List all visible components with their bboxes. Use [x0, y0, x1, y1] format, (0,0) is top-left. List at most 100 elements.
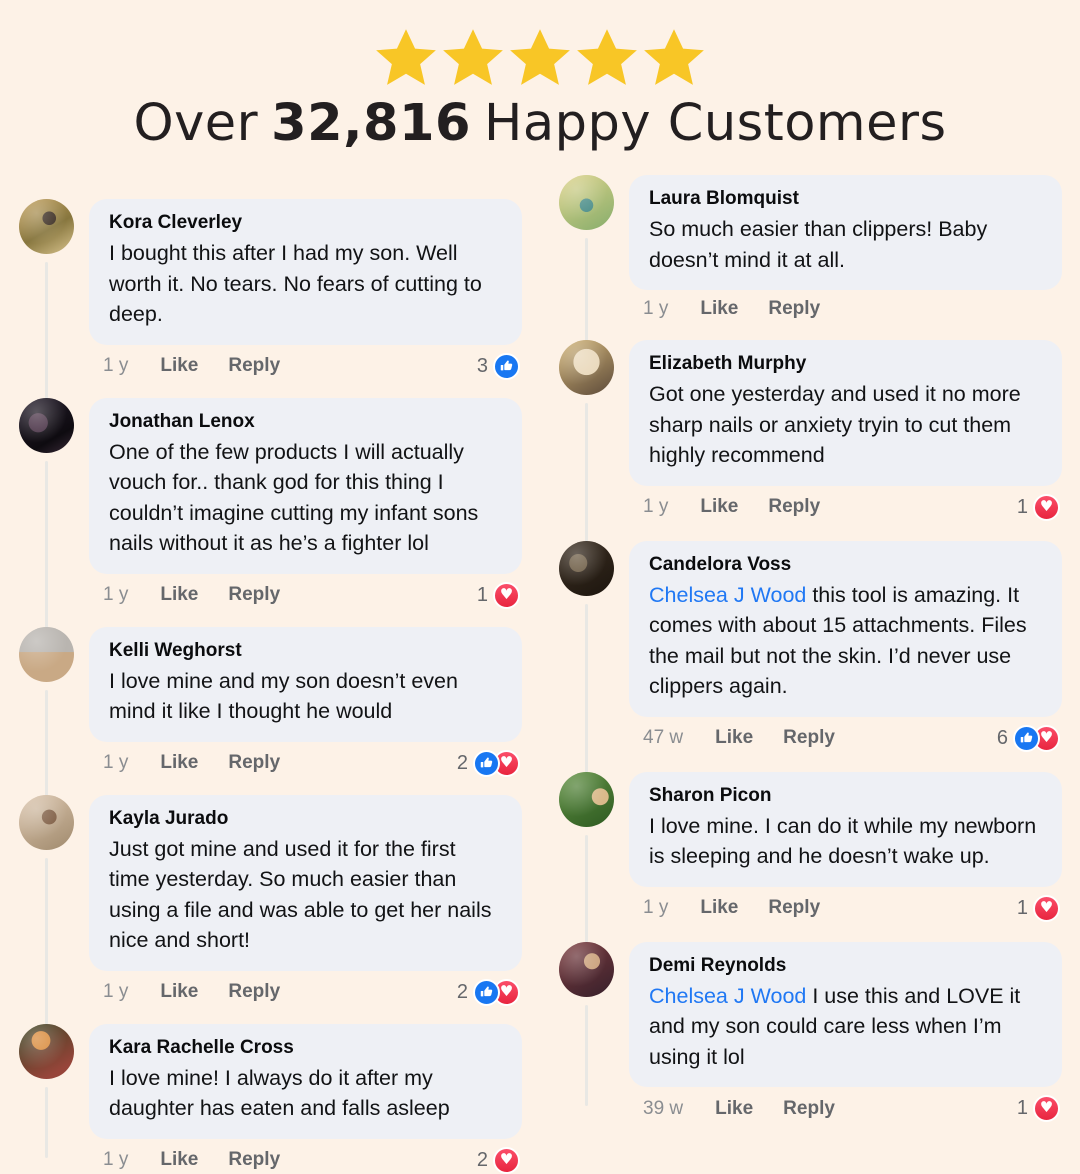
commenter-name[interactable]: Jonathan Lenox [109, 410, 255, 432]
commenter-name[interactable]: Kora Cleverley [109, 212, 243, 233]
thread-line [44, 857, 48, 1032]
reply-button[interactable]: Reply [783, 1097, 835, 1119]
comment-jonathan-lenox: Jonathan Lenox One of the few products I… [18, 397, 522, 635]
commenter-name[interactable]: Elizabeth Murphy [649, 353, 807, 375]
comment-bubble: Jonathan Lenox One of the few products I… [89, 397, 522, 574]
comment-text: Chelsea J Wood this tool is amazing. It … [649, 582, 1027, 699]
like-button[interactable]: Like [715, 1097, 754, 1119]
thread-line [44, 262, 48, 406]
like-reaction-icon[interactable] [1013, 724, 1040, 752]
love-reaction-icon[interactable]: ♥ [1033, 894, 1060, 922]
reaction-count: 1 [1016, 1097, 1028, 1120]
avatar[interactable] [18, 794, 74, 850]
like-button[interactable]: Like [700, 897, 739, 919]
thread-line [584, 238, 588, 347]
avatar[interactable] [558, 540, 614, 596]
love-reaction-icon[interactable]: ♥ [493, 1146, 520, 1174]
reply-button[interactable]: Reply [228, 752, 281, 774]
commenter-name[interactable]: Sharon Picon [649, 784, 772, 806]
reply-button[interactable]: Reply [228, 981, 281, 1003]
reaction-count: 2 [476, 1148, 488, 1171]
like-button[interactable]: Like [160, 752, 199, 774]
commenter-name[interactable]: Kelli Weghorst [109, 639, 242, 661]
thread-line [584, 603, 588, 778]
reply-button[interactable]: Reply [228, 1149, 281, 1171]
comments-column-left: Kora Cleverley I bought this after I had… [18, 175, 522, 1174]
love-reaction-icon[interactable]: ♥ [493, 581, 520, 609]
love-reaction-icon[interactable]: ♥ [1033, 1095, 1060, 1123]
avatar[interactable] [18, 1023, 74, 1079]
comments-column-right: Laura Blomquist So much easier than clip… [558, 175, 1062, 1174]
reply-button[interactable]: Reply [228, 584, 281, 606]
reactions[interactable]: 1 ♥ [1016, 1095, 1060, 1123]
like-button[interactable]: Like [160, 584, 199, 606]
like-button[interactable]: Like [700, 298, 739, 320]
star-icon [641, 26, 707, 90]
thread-line [584, 403, 588, 547]
timestamp: 1 y [103, 981, 129, 1003]
star-icon [574, 26, 640, 90]
comment-meta: 1 y Like Reply 1 ♥ [103, 581, 520, 609]
love-reaction-icon[interactable]: ♥ [1033, 493, 1060, 521]
comments-grid: Kora Cleverley I bought this after I had… [0, 153, 1080, 1174]
reply-button[interactable]: Reply [783, 727, 835, 749]
like-button[interactable]: Like [160, 981, 199, 1003]
reactions[interactable]: 2 ♥ [476, 1146, 520, 1174]
comment-kara-rachelle-cross: Kara Rachelle Cross I love mine! I alway… [18, 1023, 522, 1174]
comment-meta: 1 y Like Reply [643, 298, 1060, 320]
like-reaction-icon[interactable] [493, 352, 520, 380]
reactions[interactable]: 6 ♥ [997, 724, 1060, 752]
commenter-name[interactable]: Candelora Voss [649, 553, 792, 575]
commenter-name[interactable]: Kara Rachelle Cross [109, 1036, 294, 1058]
timestamp: 1 y [103, 355, 129, 377]
comment-meta: 1 y Like Reply 1 ♥ [643, 493, 1060, 521]
mention-link[interactable]: Chelsea J Wood [649, 582, 807, 607]
like-reaction-icon[interactable] [473, 749, 500, 777]
comment-bubble: Sharon Picon I love mine. I can do it wh… [629, 771, 1062, 887]
comment-kayla-jurado: Kayla Jurado Just got mine and used it f… [18, 794, 522, 1032]
mention-link[interactable]: Chelsea J Wood [649, 983, 807, 1008]
reaction-count: 2 [456, 980, 468, 1003]
comment-meta: 1 y Like Reply 3 [103, 352, 520, 380]
reactions[interactable]: 2 ♥ [456, 978, 520, 1006]
thread-line [584, 834, 588, 948]
comment-meta: 1 y Like Reply 2 ♥ [103, 978, 520, 1006]
comment-text: Got one yesterday and used it no more sh… [649, 382, 1021, 468]
avatar[interactable] [18, 397, 74, 453]
avatar[interactable] [558, 175, 614, 230]
avatar[interactable] [18, 199, 74, 254]
commenter-name[interactable]: Kayla Jurado [109, 807, 229, 829]
customer-count: 32,816 [271, 94, 471, 153]
reply-button[interactable]: Reply [768, 897, 821, 919]
avatar[interactable] [558, 340, 614, 396]
comment-meta: 1 y Like Reply 2 ♥ [103, 1146, 520, 1174]
commenter-name[interactable]: Laura Blomquist [649, 188, 799, 209]
like-button[interactable]: Like [700, 496, 739, 518]
timestamp: 39 w [643, 1097, 684, 1119]
reply-button[interactable]: Reply [228, 355, 281, 377]
reactions[interactable]: 1 ♥ [477, 581, 520, 609]
comment-text: One of the few products I will actually … [109, 439, 479, 556]
avatar[interactable] [18, 626, 74, 682]
reactions[interactable]: 3 [477, 352, 520, 380]
reactions[interactable]: 2 ♥ [457, 749, 520, 777]
comment-bubble: Kara Rachelle Cross I love mine! I alway… [89, 1023, 522, 1139]
comment-bubble: Kelli Weghorst I love mine and my son do… [89, 626, 522, 742]
avatar[interactable] [558, 771, 614, 827]
like-button[interactable]: Like [715, 727, 754, 749]
reply-button[interactable]: Reply [768, 298, 821, 320]
comment-bubble: Laura Blomquist So much easier than clip… [629, 175, 1062, 291]
comment-bubble: Candelora Voss Chelsea J Wood this tool … [629, 540, 1062, 717]
commenter-name[interactable]: Demi Reynolds [649, 954, 787, 976]
comment-kelli-weghorst: Kelli Weghorst I love mine and my son do… [18, 626, 522, 803]
like-reaction-icon[interactable] [473, 978, 500, 1006]
avatar[interactable] [558, 941, 614, 997]
like-button[interactable]: Like [160, 1149, 199, 1171]
comment-meta: 1 y Like Reply 2 ♥ [103, 749, 520, 777]
like-button[interactable]: Like [160, 355, 199, 377]
comment-kora-cleverley: Kora Cleverley I bought this after I had… [18, 199, 522, 406]
reply-button[interactable]: Reply [768, 496, 821, 518]
reactions[interactable]: 1 ♥ [1017, 493, 1060, 521]
reactions[interactable]: 1 ♥ [1017, 894, 1060, 922]
thread-line [584, 1004, 588, 1107]
